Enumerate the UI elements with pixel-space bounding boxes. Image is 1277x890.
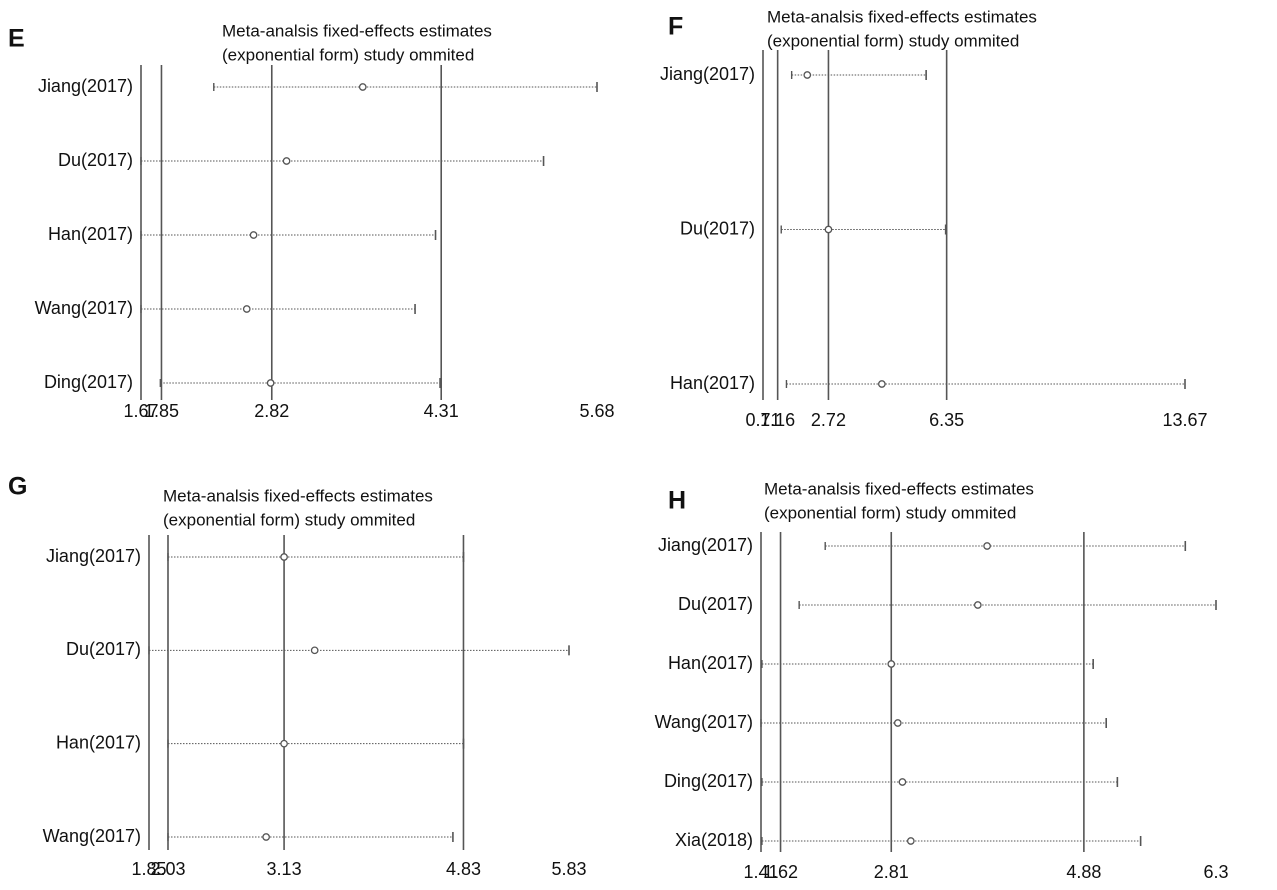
chart-title: Meta-analsis fixed-effects estimates [767,7,1037,26]
study-label: Xia(2018) [675,830,753,850]
estimate-point [893,719,902,727]
study-label: Ding(2017) [44,372,133,392]
panel-label: E [8,25,25,53]
study-label: Ding(2017) [664,771,753,791]
estimate-point [282,157,291,165]
study-label: Wang(2017) [35,298,133,318]
x-tick-label: 5.68 [579,401,614,421]
estimate-point [973,601,982,609]
x-tick-label: 4.83 [446,859,481,879]
x-tick-label: 4.88 [1066,862,1101,882]
chart-title: Meta-analsis fixed-effects estimates [222,21,492,40]
panel-label: H [668,487,686,515]
x-tick-label: 1.16 [760,410,795,430]
x-tick-label: 0.71 [745,410,780,430]
x-tick-label: 6.35 [929,410,964,430]
study-label: Jiang(2017) [38,76,133,96]
x-tick-label: 1.85 [144,401,179,421]
x-tick-label: 3.13 [267,859,302,879]
x-tick-label: 6.3 [1203,862,1228,882]
estimate-point [898,778,907,786]
x-tick-label: 13.67 [1162,410,1207,430]
chart-title: (exponential form) study ommited [767,31,1019,50]
study-label: Wang(2017) [43,826,141,846]
study-label: Du(2017) [680,218,755,238]
estimate-point [358,83,367,91]
panel-label: G [8,473,27,501]
x-tick-label: 1.85 [131,859,166,879]
estimate-point [878,380,886,388]
x-tick-label: 2.82 [254,401,289,421]
study-label: Du(2017) [678,594,753,614]
study-label: Jiang(2017) [658,535,753,555]
estimate-point [824,225,833,234]
estimate-point [310,646,319,655]
estimate-point [983,542,991,550]
estimate-point [242,305,251,313]
chart-title: (exponential form) study ommited [764,503,1016,522]
chart-title: Meta-analsis fixed-effects estimates [163,486,433,505]
x-tick-label: 1.67 [123,401,158,421]
study-label: Du(2017) [58,150,133,170]
chart-title: Meta-analsis fixed-effects estimates [764,479,1034,498]
chart-title: (exponential form) study ommited [222,45,474,64]
x-tick-label: 2.03 [150,859,185,879]
x-tick-label: 5.83 [551,859,586,879]
estimate-point [280,739,288,748]
study-label: Han(2017) [670,373,755,393]
estimate-point [249,231,258,239]
estimate-point [803,71,812,79]
study-label: Han(2017) [56,732,141,752]
study-label: Han(2017) [48,224,133,244]
estimate-point [280,553,288,561]
x-tick-label: 1.62 [763,862,798,882]
estimate-point [906,837,915,845]
panel-label: F [668,13,683,41]
x-tick-label: 2.72 [811,410,846,430]
study-label: Han(2017) [668,653,753,673]
study-label: Jiang(2017) [660,64,755,84]
study-label: Wang(2017) [655,712,753,732]
x-tick-label: 1.41 [743,862,778,882]
x-tick-label: 4.31 [424,401,459,421]
x-tick-label: 2.81 [874,862,909,882]
study-label: Du(2017) [66,639,141,659]
estimate-point [266,379,275,387]
estimate-point [262,833,270,841]
estimate-point [887,660,896,668]
chart-title: (exponential form) study ommited [163,510,415,529]
study-label: Jiang(2017) [46,546,141,566]
